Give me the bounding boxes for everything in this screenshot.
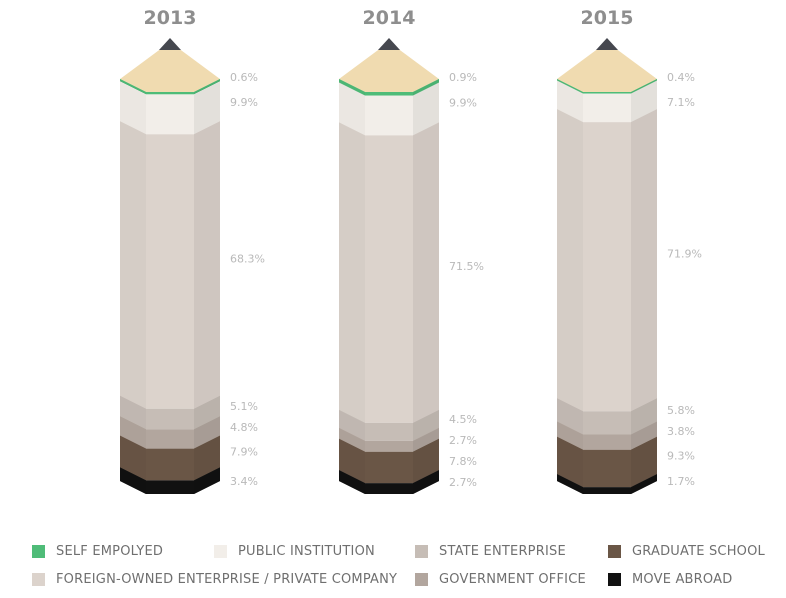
segment-move-abroad-2014	[339, 470, 439, 494]
segment-public-institution-2013	[120, 81, 220, 135]
value-label: 0.4%	[667, 71, 695, 84]
value-label: 7.9%	[230, 445, 258, 458]
value-label: 71.5%	[449, 260, 484, 273]
segment-graduate-school-2014	[339, 438, 439, 484]
value-label: 9.9%	[449, 97, 477, 110]
value-label: 3.8%	[667, 425, 695, 438]
pencil-lead	[596, 38, 618, 50]
segment-state-enterprise-2015	[557, 398, 657, 435]
value-label: 0.9%	[449, 71, 477, 84]
segment-foreign-owned-enterprise-private-company-2013	[120, 121, 220, 409]
value-label: 9.3%	[667, 449, 695, 462]
segment-public-institution-2014	[339, 82, 439, 136]
segment-state-enterprise-2014	[339, 409, 439, 441]
segment-government-office-2013	[120, 416, 220, 449]
segment-government-office-2015	[557, 421, 657, 450]
segment-government-office-2014	[339, 427, 439, 452]
pencil-2014: 2014 0.9% 9.9% 71.5% 4.5% 2.7% 7.8% 2.7%	[339, 7, 484, 494]
segment-foreign-owned-enterprise-private-company-2014	[339, 122, 439, 423]
segment-foreign-owned-enterprise-private-company-2015	[557, 109, 657, 412]
value-label: 5.1%	[230, 400, 258, 413]
segment-graduate-school-2013	[120, 435, 220, 481]
value-label: 7.8%	[449, 455, 477, 468]
value-label: 4.5%	[449, 413, 477, 426]
pencil-tip	[557, 42, 657, 92]
pencil-tip	[120, 42, 220, 92]
segment-self-empolyed-2013	[120, 79, 220, 95]
value-label: 0.6%	[230, 71, 258, 84]
value-label: 68.3%	[230, 252, 265, 265]
value-label: 71.9%	[667, 248, 702, 261]
pencil-lead	[378, 38, 400, 50]
pencil-2013: 2013 0.6% 9.9% 68.3% 5.1% 4.8% 7.9% 3.4%	[120, 7, 265, 494]
value-label: 2.7%	[449, 434, 477, 447]
value-label: 4.8%	[230, 421, 258, 434]
segment-self-empolyed-2014	[339, 79, 439, 96]
pencil-lead	[159, 38, 181, 50]
pencil-2015: 2015 0.4% 7.1% 71.9% 5.8% 3.8% 9.3% 1.7%	[557, 7, 702, 494]
value-label: 3.4%	[230, 475, 258, 488]
value-label: 1.7%	[667, 475, 695, 488]
segment-move-abroad-2015	[557, 474, 657, 494]
value-label: 5.8%	[667, 404, 695, 417]
segment-graduate-school-2015	[557, 436, 657, 488]
year-label: 2013	[144, 7, 197, 29]
value-label: 9.9%	[230, 96, 258, 109]
value-label: 2.7%	[449, 476, 477, 489]
segment-state-enterprise-2013	[120, 395, 220, 430]
year-label: 2014	[363, 7, 416, 29]
value-label: 7.1%	[667, 96, 695, 109]
segment-move-abroad-2013	[120, 467, 220, 494]
segment-self-empolyed-2015	[557, 79, 657, 94]
pencil-tip	[339, 42, 439, 92]
segment-public-institution-2015	[557, 80, 657, 123]
year-label: 2015	[581, 7, 634, 29]
